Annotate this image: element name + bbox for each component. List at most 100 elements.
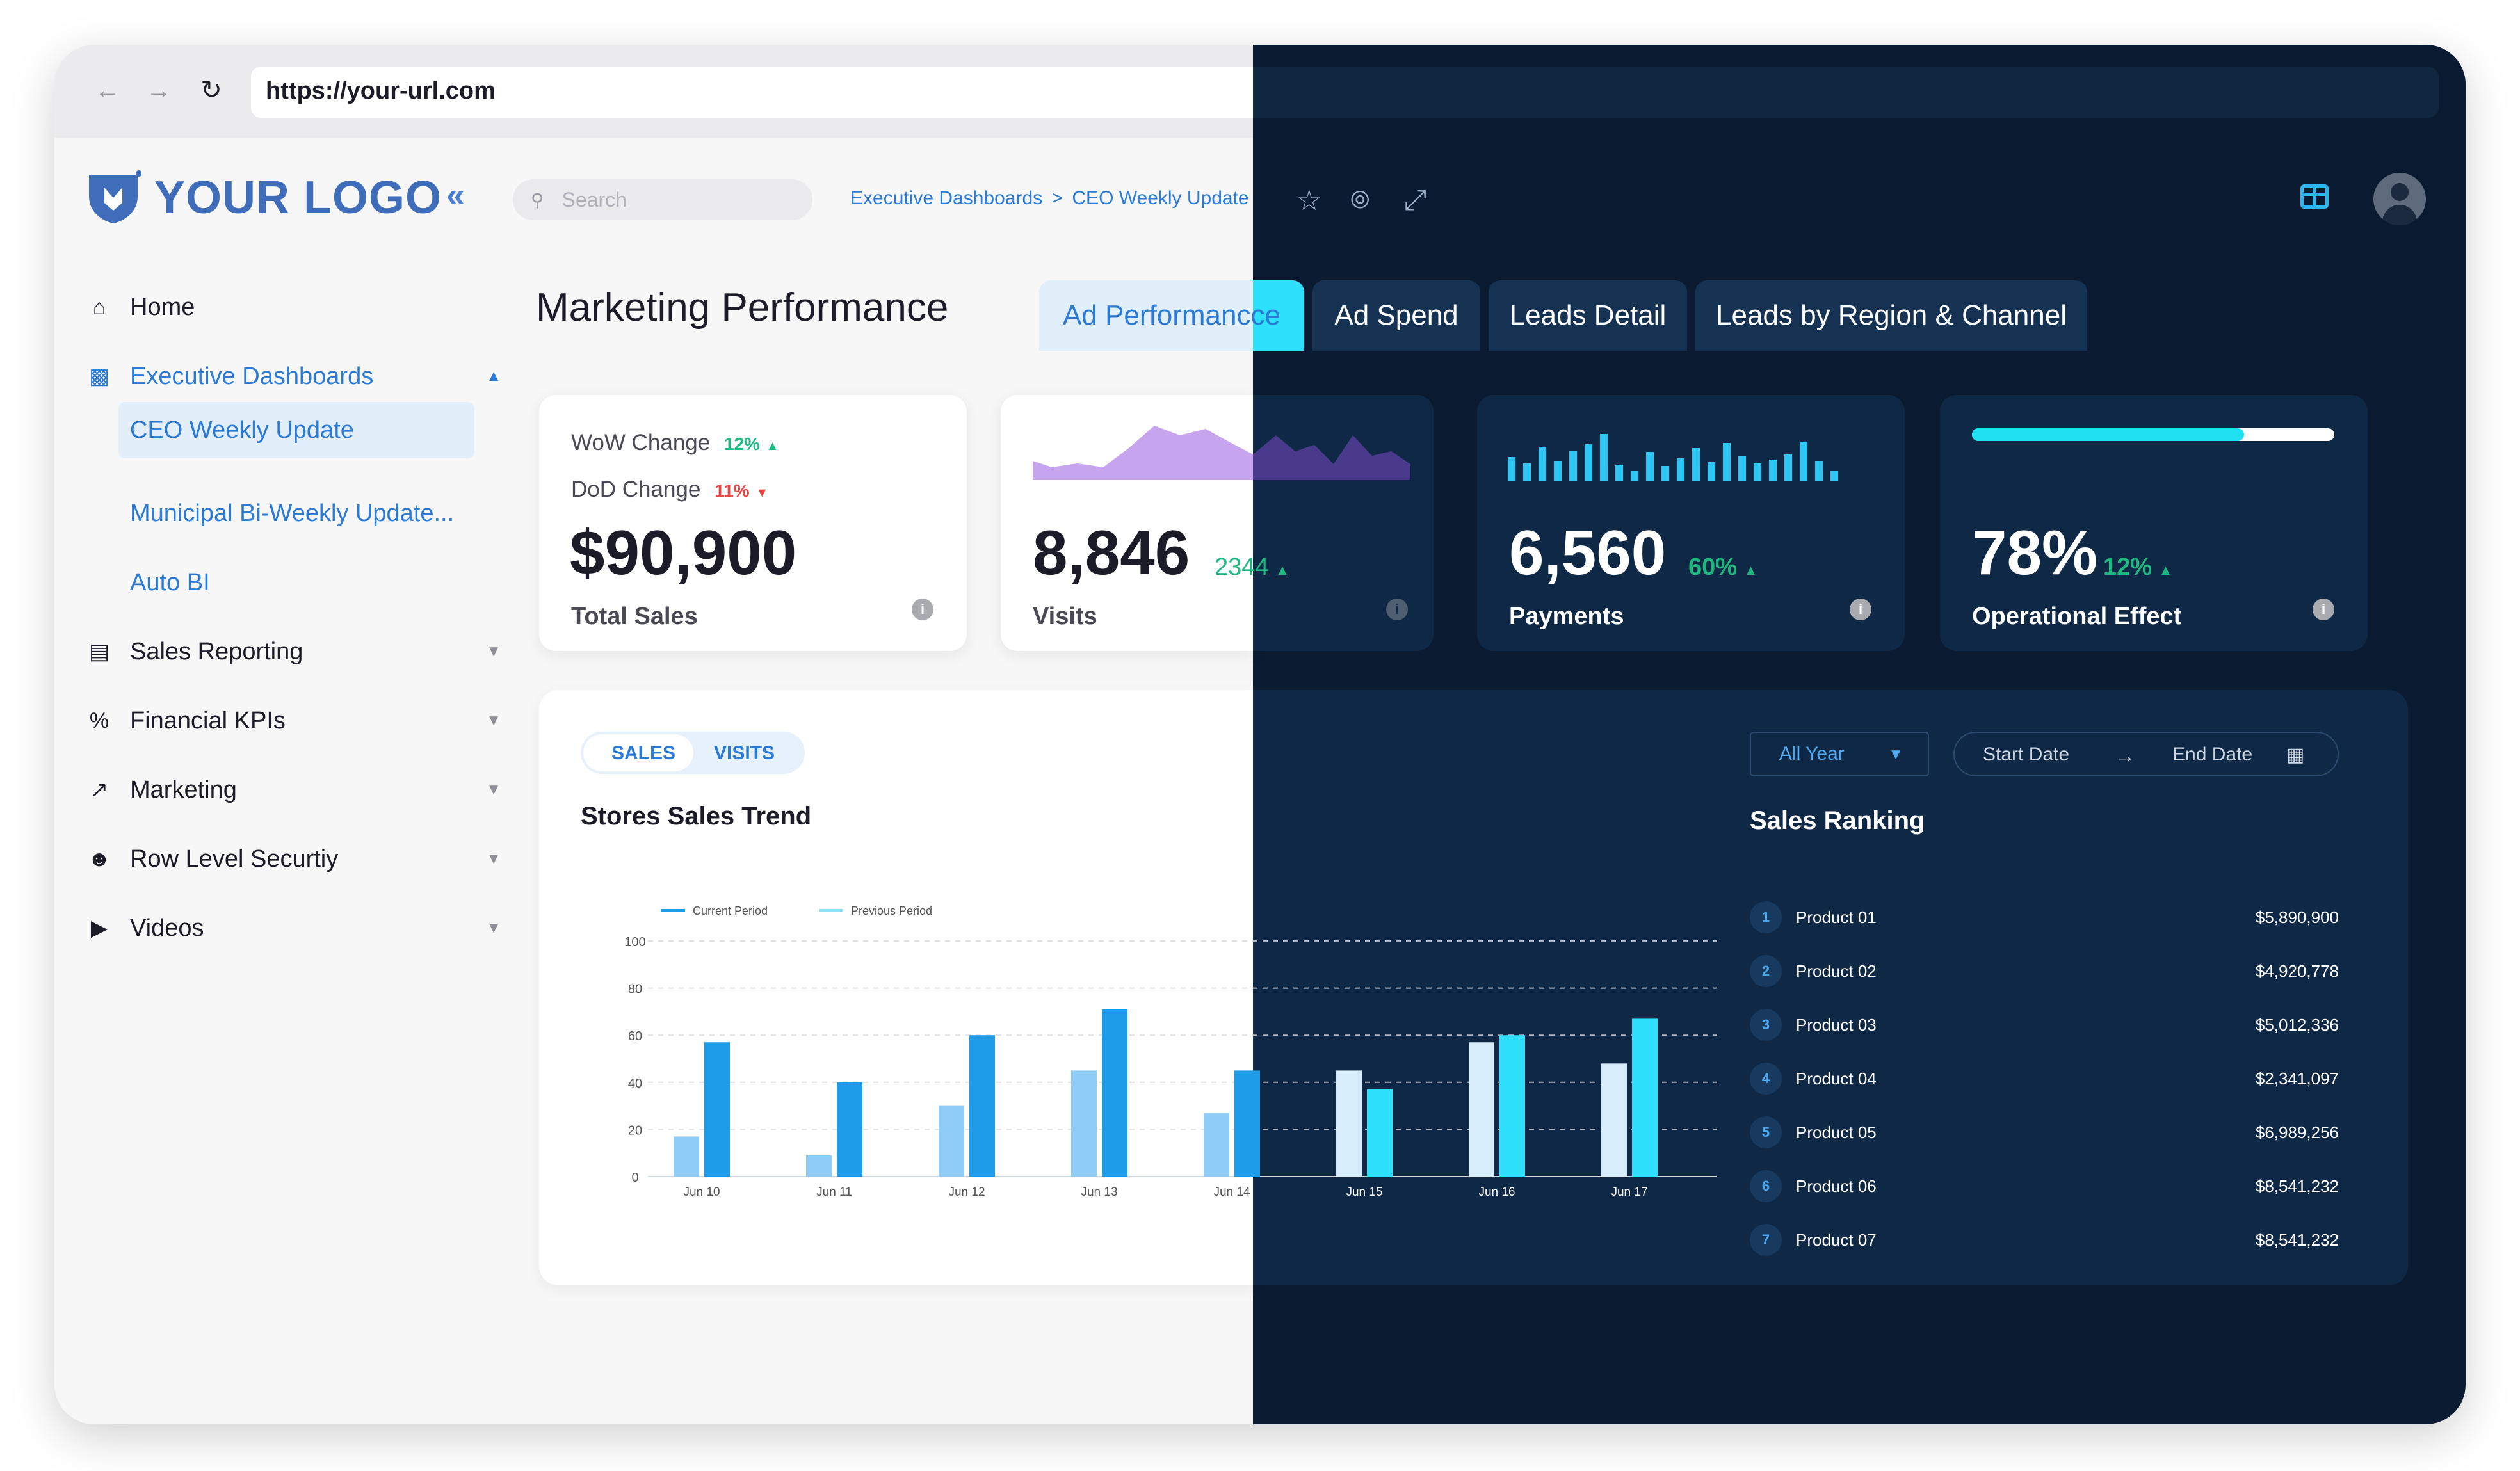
rank-number: 1 <box>1750 901 1782 933</box>
breadcrumb-separator: > <box>1051 188 1063 209</box>
breadcrumb-item[interactable]: Executive Dashboards <box>850 188 1043 209</box>
visits-change-row: 2344 ▲ <box>1215 554 1289 581</box>
tab-ad-performance[interactable]: Ad Performancce <box>1039 280 1304 351</box>
sidebar-item-label: Videos <box>130 914 204 942</box>
ranking-row: 6 Product 06 $8,541,232 <box>1750 1170 2339 1202</box>
total-sales-label: Total Sales <box>571 603 698 630</box>
breadcrumb-item[interactable]: CEO Weekly Update <box>1072 188 1249 209</box>
toggle-active-pill <box>583 734 693 771</box>
end-date-field[interactable]: End Date <box>2172 744 2253 765</box>
back-arrow-icon[interactable]: ← <box>95 76 120 104</box>
tab-leads-region-channel[interactable]: Leads by Region & Channel <box>1695 280 2087 351</box>
info-icon[interactable]: i <box>912 599 933 620</box>
sidebar-item-executive-dashboards[interactable]: ▩ Executive Dashboards ▲ <box>85 357 501 396</box>
kpi-card-operational: 78% 12% ▲ Operational Effect i <box>1940 395 2368 651</box>
calendar-icon[interactable]: ▦ <box>2286 744 2305 766</box>
wow-change-row: WoW Change 12% ▲ <box>571 430 779 456</box>
forward-arrow-icon[interactable]: → <box>146 76 172 104</box>
up-arrow-icon: ▲ <box>766 439 779 453</box>
share-icon[interactable]: ⦾ <box>1350 187 1370 214</box>
collapse-sidebar-icon[interactable]: « <box>446 177 465 214</box>
sales-ranking-panel <box>1253 690 2408 1285</box>
sales-visits-toggle[interactable]: SALES VISITS <box>581 732 805 774</box>
x-tick-label: Jun 10 <box>683 1186 720 1199</box>
chevron-down-icon: ▼ <box>486 781 501 798</box>
x-tick-label: Jun 16 <box>1478 1186 1515 1199</box>
sidebar-subitem-auto-bi[interactable]: Auto BI <box>130 568 210 596</box>
chart-title: Stores Sales Trend <box>581 802 812 830</box>
rank-value: $2,341,097 <box>2255 1069 2339 1088</box>
up-arrow-icon: ▲ <box>1743 562 1758 578</box>
percent-icon: % <box>89 708 109 733</box>
sidebar-subitem-ceo-weekly[interactable]: CEO Weekly Update <box>130 416 354 444</box>
wow-label: WoW Change <box>571 430 711 455</box>
rank-product-name: Product 07 <box>1796 1230 1877 1250</box>
start-date-field[interactable]: Start Date <box>1983 744 2070 765</box>
x-tick-label: Jun 11 <box>816 1186 852 1199</box>
rank-value: $4,920,778 <box>2255 961 2339 981</box>
expand-icon[interactable]: ⤢ <box>1404 184 1427 216</box>
ranking-title: Sales Ranking <box>1750 807 1925 835</box>
total-sales-value: $90,900 <box>570 517 797 588</box>
sales-trend-chart: 0 20 40 60 80 100 Jun 10 Jun 11 Jun 12 Jun 13 Jun … <box>624 904 1717 1199</box>
avatar[interactable] <box>2373 173 2426 225</box>
up-arrow-icon: ▲ <box>2158 562 2173 578</box>
ranking-row: 7 Product 07 $8,541,232 <box>1750 1224 2339 1256</box>
sidebar-subitem-municipal[interactable]: Municipal Bi-Weekly Update... <box>130 499 455 527</box>
page-title: Marketing Performance <box>536 285 949 330</box>
rank-number: 6 <box>1750 1170 1782 1202</box>
x-tick-label: Jun 15 <box>1346 1186 1382 1199</box>
payments-change: 60% <box>1688 554 1738 581</box>
toggle-visits[interactable]: VISITS <box>714 743 775 764</box>
sidebar-item-marketing[interactable]: ↗ Marketing ▼ <box>85 771 501 809</box>
bar-chart-icon: ▤ <box>88 639 110 664</box>
tab-ad-spend[interactable]: Ad Spend <box>1312 280 1480 351</box>
chevron-down-icon: ▼ <box>486 643 501 660</box>
payments-label: Payments <box>1509 603 1624 630</box>
bar-previous-period <box>1469 1042 1494 1177</box>
dod-change-row: DoD Change 11% ▼ <box>571 477 768 502</box>
arrow-right-icon: → <box>2115 744 2135 767</box>
bar-previous-period <box>674 1136 699 1177</box>
ranking-row: 1 Product 01 $5,890,900 <box>1750 901 2339 933</box>
sidebar-item-label: Sales Reporting <box>130 638 303 665</box>
x-tick-label: Jun 14 <box>1213 1186 1250 1199</box>
address-bar[interactable] <box>251 67 1253 118</box>
period-select[interactable]: All Year ▼ <box>1750 732 1929 776</box>
y-tick-label: 60 <box>628 1029 642 1043</box>
chevron-down-icon: ▼ <box>486 712 501 729</box>
sidebar-item-home[interactable]: ⌂ Home <box>85 288 501 326</box>
date-range-picker[interactable]: Start Date → End Date ▦ <box>1953 732 2339 776</box>
logo[interactable]: YOUR LOGO <box>85 170 442 226</box>
toggle-sales[interactable]: SALES <box>611 743 676 764</box>
info-icon[interactable]: i <box>1386 599 1408 620</box>
info-icon[interactable]: i <box>2313 599 2334 620</box>
address-bar-dark[interactable] <box>1253 67 2439 118</box>
tab-leads-detail[interactable]: Leads Detail <box>1489 280 1687 351</box>
bar-current-period <box>1367 1089 1393 1177</box>
x-tick-label: Jun 17 <box>1611 1186 1647 1199</box>
bar-current-period <box>704 1042 730 1177</box>
x-tick-label: Jun 13 <box>1081 1186 1117 1199</box>
bar-current-period <box>1632 1018 1658 1177</box>
info-icon[interactable]: i <box>1850 599 1871 620</box>
bar-current-period <box>1102 1009 1127 1177</box>
rank-number: 3 <box>1750 1009 1782 1041</box>
star-icon[interactable]: ☆ <box>1296 185 1322 216</box>
bar-previous-period <box>1336 1070 1362 1177</box>
legend-current-period: Current Period <box>693 904 768 917</box>
rank-value: $6,989,256 <box>2255 1123 2339 1142</box>
sidebar-item-videos[interactable]: ▶ Videos ▼ <box>85 909 501 947</box>
operational-value: 78% <box>1972 517 2098 588</box>
search-input[interactable]: ⚲ Search <box>513 179 812 220</box>
ranking-row: 3 Product 03 $5,012,336 <box>1750 1009 2339 1041</box>
sidebar-item-row-level-security[interactable]: ☻ Row Level Securtiy ▼ <box>85 840 501 878</box>
sidebar-item-sales-reporting[interactable]: ▤ Sales Reporting ▼ <box>85 632 501 671</box>
reload-icon[interactable]: ↻ <box>200 76 222 104</box>
search-placeholder: Search <box>561 188 627 211</box>
legend-previous-period: Previous Period <box>851 904 932 917</box>
layout-icon[interactable] <box>2300 184 2329 209</box>
dod-label: DoD Change <box>571 477 701 502</box>
sidebar-item-financial-kpis[interactable]: % Financial KPIs ▼ <box>85 702 501 740</box>
rank-value: $5,890,900 <box>2255 908 2339 927</box>
